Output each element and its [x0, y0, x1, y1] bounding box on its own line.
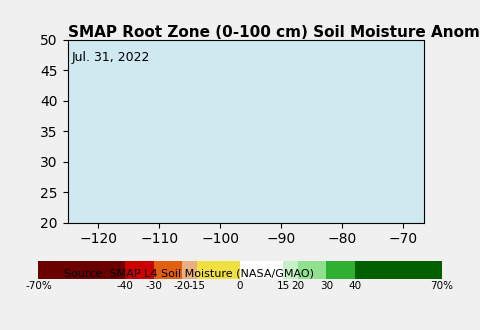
Bar	[125, 261, 154, 279]
Text: -30: -30	[145, 281, 162, 291]
Text: 70%: 70%	[430, 281, 453, 291]
Bar	[182, 261, 197, 279]
Bar	[298, 261, 326, 279]
Bar	[240, 261, 283, 279]
Text: 40: 40	[348, 281, 362, 291]
Text: Source: SMAP L4 Soil Moisture (NASA/GMAO): Source: SMAP L4 Soil Moisture (NASA/GMAO…	[64, 269, 314, 279]
Bar	[154, 261, 182, 279]
Text: 0: 0	[237, 281, 243, 291]
Text: SMAP Root Zone (0-100 cm) Soil Moisture Anomaly (%): SMAP Root Zone (0-100 cm) Soil Moisture …	[68, 25, 480, 40]
Text: -70%: -70%	[25, 281, 52, 291]
Text: 30: 30	[320, 281, 333, 291]
Text: 15: 15	[276, 281, 290, 291]
Text: -15: -15	[188, 281, 205, 291]
Bar	[197, 261, 240, 279]
Text: Jul. 31, 2022: Jul. 31, 2022	[71, 50, 150, 64]
Text: 20: 20	[291, 281, 304, 291]
Bar	[38, 261, 125, 279]
Bar	[355, 261, 442, 279]
Text: -20: -20	[174, 281, 191, 291]
Bar	[283, 261, 298, 279]
Text: -40: -40	[116, 281, 133, 291]
Bar	[326, 261, 355, 279]
